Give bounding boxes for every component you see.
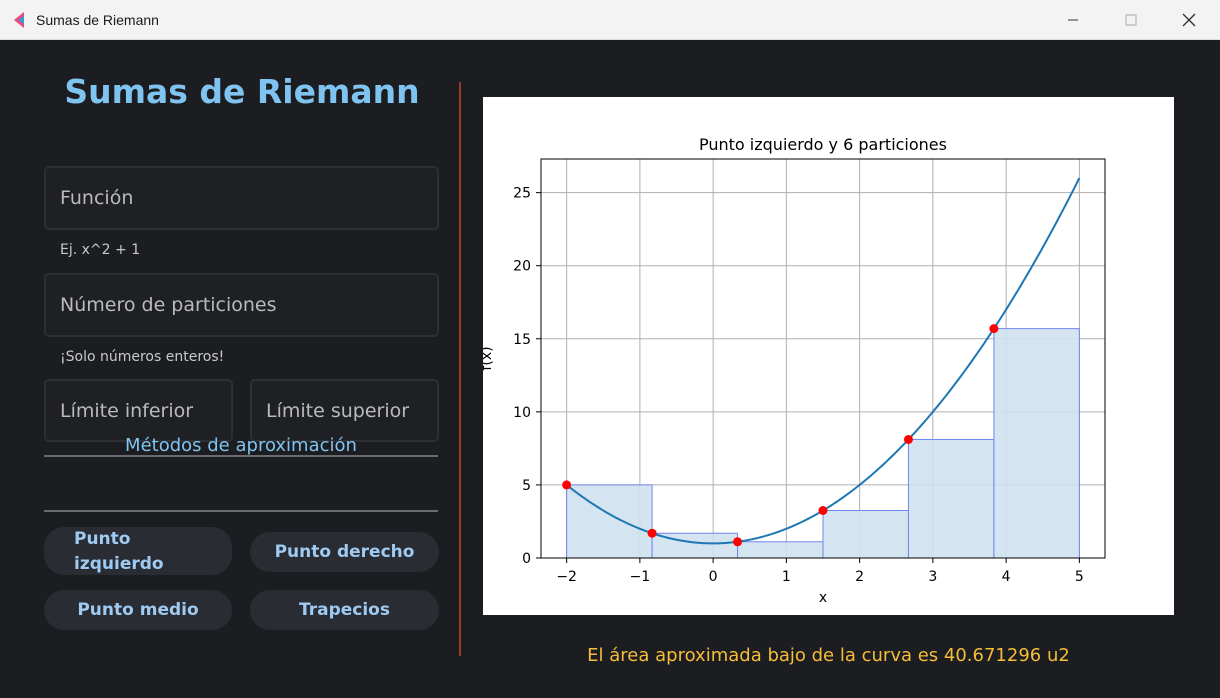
y-tick-label: 5 xyxy=(522,478,531,494)
x-tick-label: 5 xyxy=(1075,569,1084,585)
y-tick-label: 25 xyxy=(513,186,531,202)
function-hint: Ej. x^2 + 1 xyxy=(60,242,141,258)
x-tick-label: −1 xyxy=(630,569,651,585)
y-tick-label: 0 xyxy=(522,551,531,567)
left-point-label-line2: izquierdo xyxy=(74,554,164,574)
function-input[interactable]: Función xyxy=(44,166,439,230)
x-tick-label: 4 xyxy=(1002,569,1011,585)
trapezoids-button[interactable]: Trapecios xyxy=(250,590,439,630)
left-point-label-line1: Punto xyxy=(74,529,131,549)
x-tick-label: 0 xyxy=(709,569,718,585)
result-text: El área aproximada bajo de la curva es 4… xyxy=(587,645,1070,666)
y-tick-label: 15 xyxy=(513,332,531,348)
panel-separator xyxy=(459,82,461,656)
minimize-icon xyxy=(1068,19,1078,20)
x-axis-label: x xyxy=(819,590,827,606)
riemann-rect xyxy=(566,484,653,559)
x-tick-label: 2 xyxy=(855,569,864,585)
partitions-hint: ¡Solo números enteros! xyxy=(60,349,225,365)
right-point-button[interactable]: Punto derecho xyxy=(250,532,439,572)
maximize-button[interactable] xyxy=(1102,0,1160,39)
upper-limit-input[interactable]: Límite superior xyxy=(250,379,439,442)
chart-title: Punto izquierdo y 6 particiones xyxy=(699,135,947,154)
riemann-rect xyxy=(993,328,1080,559)
plot-area: −2 −1 0 1 2 3 4 5 0 5 10 15 20 25 Punto izquierdo y 6 … xyxy=(479,97,1174,615)
methods-title: Métodos de aproximación xyxy=(125,435,357,456)
x-tick-label: 3 xyxy=(928,569,937,585)
riemann-rect xyxy=(737,541,824,559)
minimize-button[interactable] xyxy=(1044,0,1102,39)
y-tick-label: 10 xyxy=(513,405,531,421)
x-tick-label: −2 xyxy=(556,569,577,585)
riemann-rect xyxy=(822,510,909,559)
mid-point-button[interactable]: Punto medio xyxy=(44,590,232,630)
y-tick-label: 20 xyxy=(513,259,531,275)
title-bar: Sumas de Riemann xyxy=(0,0,1220,40)
lower-limit-input[interactable]: Límite inferior xyxy=(44,379,233,442)
sample-point xyxy=(733,537,743,547)
app-logo-icon xyxy=(14,12,24,28)
sample-point xyxy=(818,506,828,515)
sample-point xyxy=(647,528,657,538)
riemann-chart: −2 −1 0 1 2 3 4 5 0 5 10 15 20 25 Punto izquierdo y 6 … xyxy=(479,135,1106,606)
left-point-button[interactable]: Punto izquierdo xyxy=(44,527,232,575)
axes-frame xyxy=(540,158,1106,559)
sample-point xyxy=(903,434,913,444)
y-axis-label: f(x) xyxy=(483,346,495,370)
divider-bottom xyxy=(44,510,438,512)
window-title: Sumas de Riemann xyxy=(36,12,159,28)
close-icon xyxy=(1182,13,1196,26)
app-heading: Sumas de Riemann xyxy=(64,72,420,111)
sample-point xyxy=(989,324,999,334)
x-tick-label: 1 xyxy=(782,569,791,585)
partitions-input[interactable]: Número de particiones xyxy=(44,273,439,337)
divider-top xyxy=(44,455,438,457)
maximize-icon xyxy=(1125,14,1137,25)
sample-point xyxy=(562,480,572,490)
close-button[interactable] xyxy=(1160,0,1218,39)
riemann-rect xyxy=(907,438,995,559)
